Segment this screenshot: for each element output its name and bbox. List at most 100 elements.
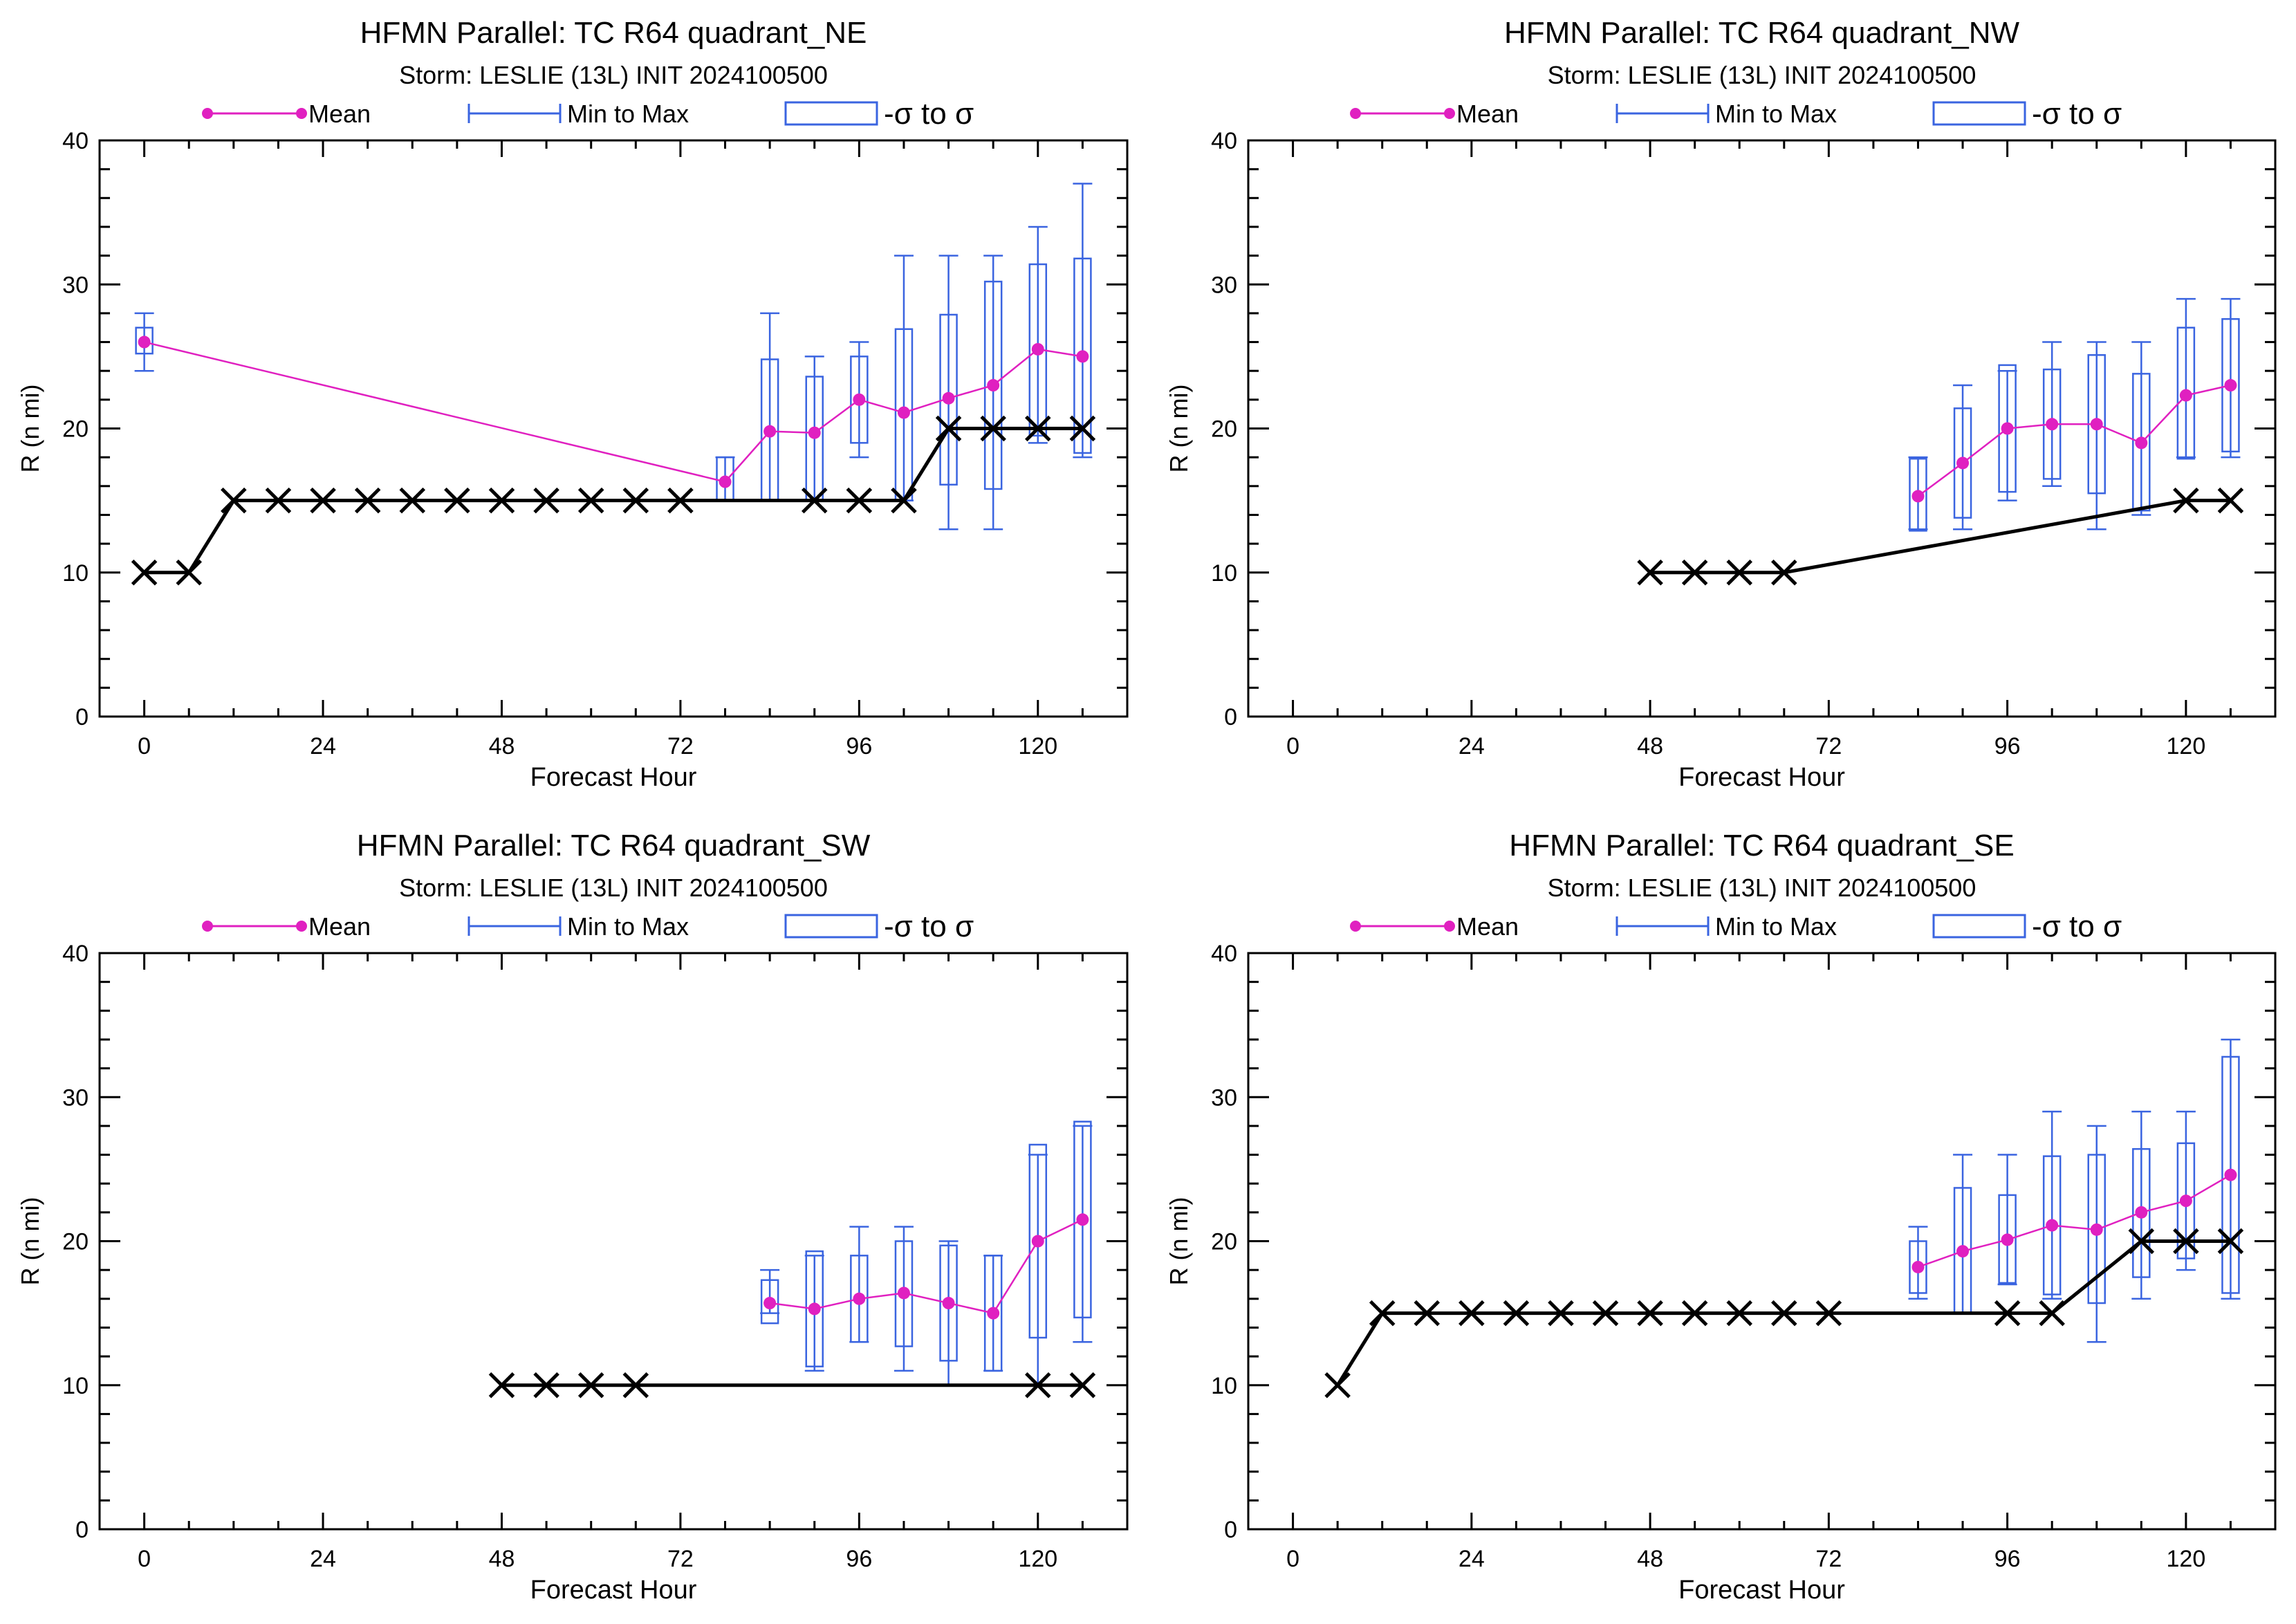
x-tick-label: 96 bbox=[1994, 733, 2021, 759]
y-tick-label: 0 bbox=[75, 1517, 89, 1543]
sigma-box bbox=[850, 356, 869, 444]
plot-frame bbox=[98, 952, 1129, 1531]
x-tick-label: 72 bbox=[667, 1546, 694, 1572]
mean-point bbox=[942, 391, 955, 405]
best-track-marker bbox=[577, 487, 604, 514]
x-tick-label: 120 bbox=[2167, 1546, 2206, 1572]
mean-point bbox=[2001, 422, 2014, 435]
y-tick-label: 20 bbox=[1211, 416, 1237, 443]
sigma-box bbox=[1909, 457, 1927, 532]
y-tick-label: 10 bbox=[1211, 1373, 1237, 1399]
mean-point bbox=[897, 406, 910, 419]
ensemble-spread bbox=[1073, 183, 1093, 459]
best-track-marker bbox=[1771, 1300, 1797, 1327]
best-track-marker bbox=[1025, 1372, 1051, 1399]
y-tick-label: 40 bbox=[1211, 128, 1237, 154]
plot-frame bbox=[1247, 952, 2277, 1531]
best-track-marker bbox=[1815, 1300, 1842, 1327]
chart-title: HFMN Parallel: TC R64 quadrant_SW bbox=[357, 829, 871, 862]
legend-mean-label: Mean bbox=[308, 100, 371, 128]
y-tick-label: 10 bbox=[62, 560, 89, 587]
x-axis-label: Forecast Hour bbox=[1678, 1576, 1845, 1605]
legend: Mean Min to Max -σ to σ bbox=[202, 910, 974, 943]
ensemble-spread bbox=[894, 255, 914, 501]
legend-mean-marker bbox=[202, 921, 213, 932]
x-axis-label: Forecast Hour bbox=[1678, 763, 1845, 792]
legend-sigma-box bbox=[784, 914, 878, 939]
mean-point bbox=[1911, 1260, 1925, 1273]
sigma-box bbox=[850, 1255, 869, 1343]
legend: Mean Min to Max -σ to σ bbox=[202, 97, 974, 131]
x-tick-label: 72 bbox=[1815, 733, 1842, 759]
chart-title: HFMN Parallel: TC R64 quadrant_NE bbox=[360, 16, 867, 50]
y-tick-label: 10 bbox=[1211, 560, 1237, 587]
x-tick-label: 24 bbox=[310, 1546, 336, 1572]
best-track-marker bbox=[310, 487, 336, 514]
legend-mean-marker bbox=[1350, 921, 1361, 932]
y-tick-label: 30 bbox=[1211, 272, 1237, 298]
chart-title: HFMN Parallel: TC R64 quadrant_SE bbox=[1509, 829, 2014, 862]
ensemble-spread bbox=[760, 312, 780, 501]
sigma-box bbox=[1028, 1143, 1048, 1339]
legend: Mean Min to Max -σ to σ bbox=[1350, 910, 2122, 943]
mean-point bbox=[138, 335, 151, 349]
x-tick-label: 120 bbox=[1018, 733, 1057, 759]
legend-mean-marker bbox=[1444, 108, 1455, 119]
legend-minmax-label: Min to Max bbox=[567, 912, 689, 941]
best-track-marker bbox=[1637, 559, 1663, 586]
mean-point bbox=[1031, 1235, 1044, 1248]
y-tick-label: 20 bbox=[1211, 1229, 1237, 1255]
best-track-marker bbox=[2173, 487, 2199, 514]
best-track-marker bbox=[622, 487, 649, 514]
mean-point bbox=[719, 475, 732, 488]
chart-subtitle: Storm: LESLIE (13L) INIT 2024100500 bbox=[399, 61, 828, 89]
legend-mean-label: Mean bbox=[1456, 100, 1519, 128]
y-tick-label: 0 bbox=[1224, 1517, 1237, 1543]
sigma-box bbox=[760, 1279, 779, 1325]
best-track-marker bbox=[1369, 1300, 1396, 1327]
best-track-marker bbox=[1726, 559, 1752, 586]
mean-point bbox=[763, 425, 777, 438]
chart-subtitle: Storm: LESLIE (13L) INIT 2024100500 bbox=[1548, 61, 1976, 89]
sigma-box bbox=[1998, 1194, 2017, 1284]
sigma-box bbox=[2221, 1055, 2240, 1294]
y-tick-label: 30 bbox=[62, 1085, 89, 1111]
legend-minmax-label: Min to Max bbox=[1715, 100, 1837, 128]
ensemble-spread bbox=[2131, 341, 2151, 516]
legend: Mean Min to Max -σ to σ bbox=[1350, 97, 2122, 131]
mean-point bbox=[897, 1286, 910, 1300]
mean-line bbox=[144, 341, 1083, 483]
mean-point bbox=[1956, 456, 1970, 470]
ensemble-spread bbox=[2176, 297, 2196, 460]
best-track-marker bbox=[1994, 1300, 2021, 1327]
legend-sigma-label: -σ to σ bbox=[884, 97, 974, 131]
y-tick-label: 30 bbox=[1211, 1085, 1237, 1111]
mean-point bbox=[987, 1307, 1000, 1320]
y-tick-label: 0 bbox=[1224, 704, 1237, 730]
best-track-marker bbox=[1771, 559, 1797, 586]
chart-panel-2: HFMN Parallel: TC R64 quadrant_NW Storm: … bbox=[1165, 16, 2277, 792]
best-track-marker bbox=[1025, 415, 1051, 442]
best-track-marker bbox=[1726, 1300, 1752, 1327]
mean-point bbox=[2046, 1219, 2059, 1232]
best-track-marker bbox=[1503, 1300, 1530, 1327]
y-tick-label: 40 bbox=[62, 941, 89, 967]
x-tick-label: 0 bbox=[138, 1546, 151, 1572]
legend-mean-marker bbox=[1350, 108, 1361, 119]
chart-subtitle: Storm: LESLIE (13L) INIT 2024100500 bbox=[1548, 874, 1976, 902]
x-tick-label: 24 bbox=[1459, 733, 1485, 759]
mean-point bbox=[1031, 342, 1044, 356]
chart-panel-4: HFMN Parallel: TC R64 quadrant_SE Storm: … bbox=[1165, 829, 2277, 1605]
best-track-marker bbox=[1637, 1300, 1663, 1327]
best-track-marker bbox=[265, 487, 292, 514]
x-tick-label: 24 bbox=[1459, 1546, 1485, 1572]
y-axis-label: R (n mi) bbox=[16, 1197, 44, 1286]
mean-point bbox=[2135, 1206, 2148, 1219]
best-track-line bbox=[144, 427, 1083, 575]
ensemble-spread bbox=[1028, 1143, 1048, 1386]
legend-minmax-label: Min to Max bbox=[1715, 912, 1837, 941]
y-tick-label: 20 bbox=[62, 1229, 89, 1255]
best-track-marker bbox=[577, 1372, 604, 1399]
plot-frame bbox=[1247, 139, 2277, 718]
sigma-box bbox=[939, 313, 958, 486]
